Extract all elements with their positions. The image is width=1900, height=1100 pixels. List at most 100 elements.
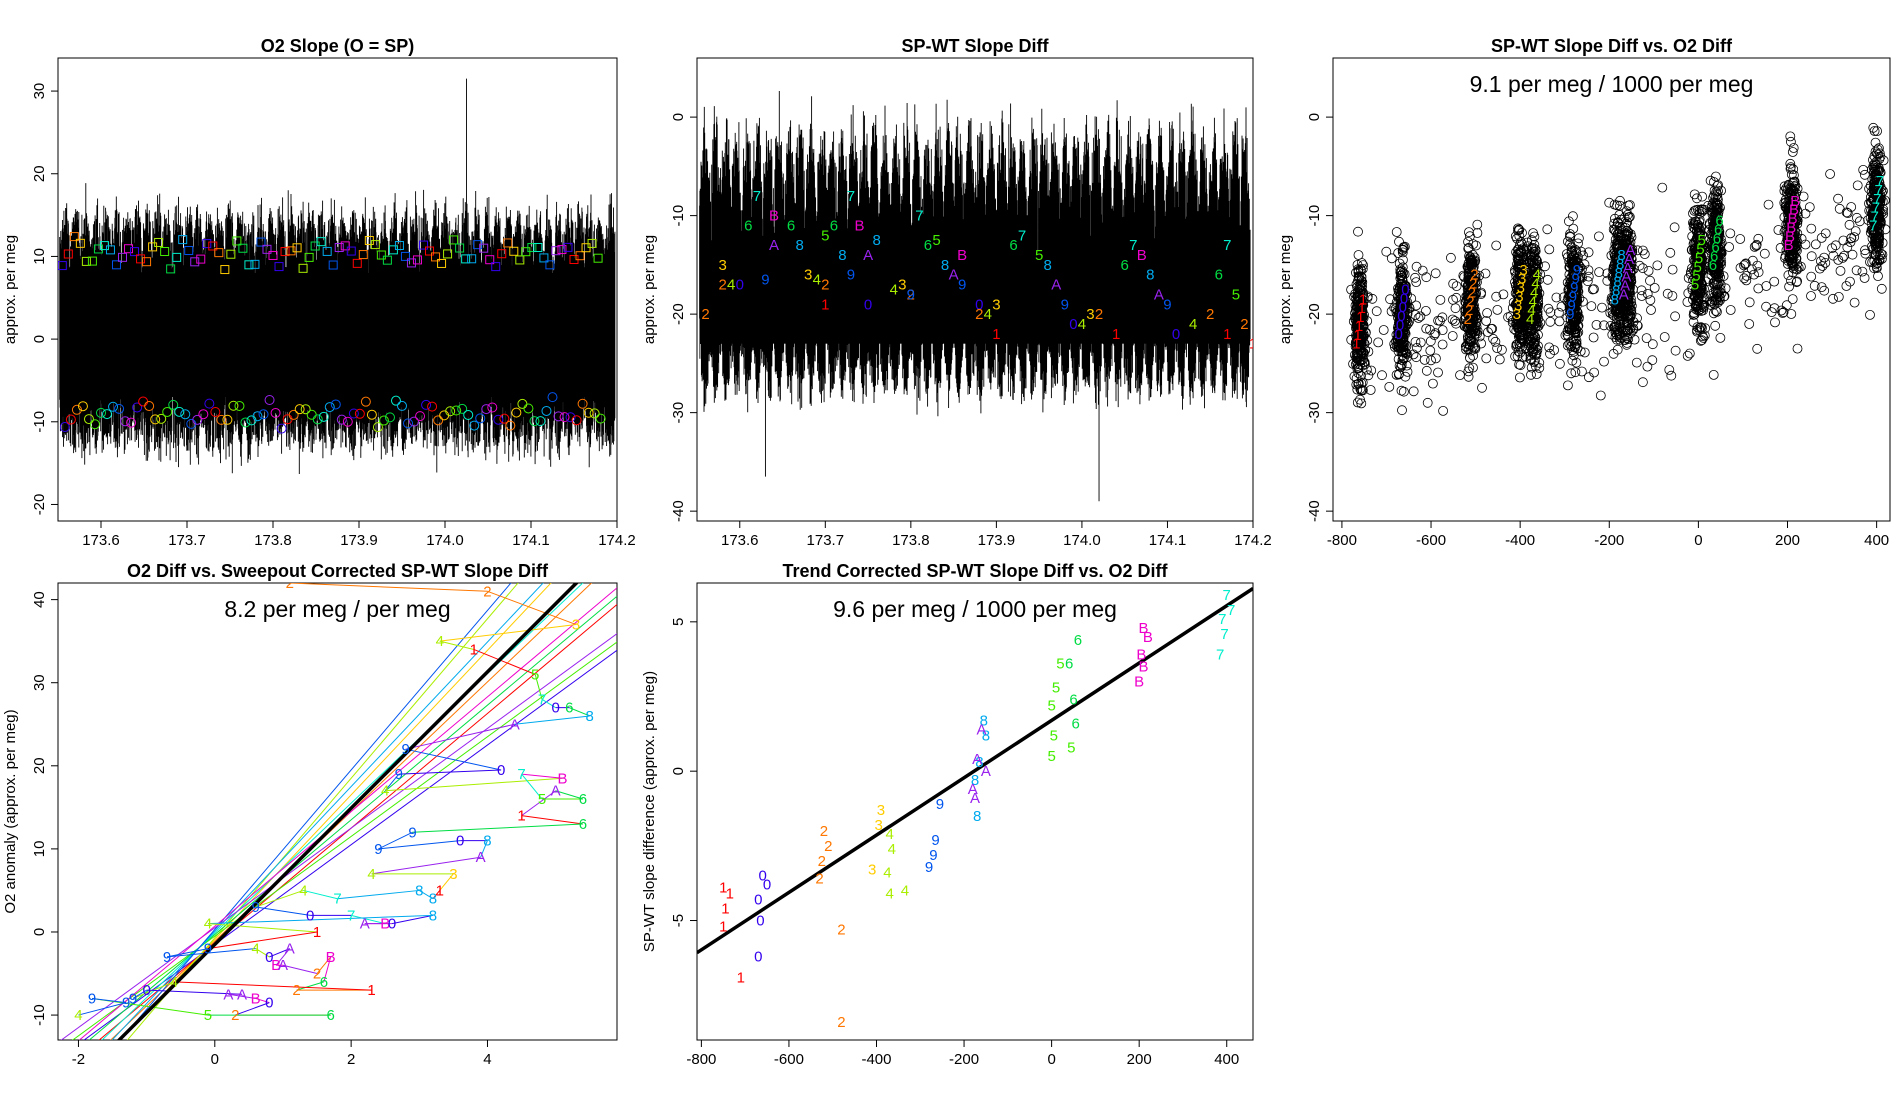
- p4-point-label: 2: [292, 982, 300, 999]
- p5-point-label: 2: [824, 838, 832, 855]
- p4-cycle-line: [126, 583, 519, 1040]
- p2-cycle-label: 3: [804, 267, 812, 284]
- p4-point-label: 8: [429, 907, 437, 924]
- p3-cluster-label: A: [1620, 278, 1630, 295]
- p4-point-label: 8: [429, 891, 437, 908]
- p2-cycle-label: 7: [753, 188, 761, 205]
- p1-circle-marker: [204, 398, 215, 409]
- p1-circle-marker: [222, 414, 233, 425]
- p1-circle-marker: [493, 414, 504, 425]
- p4-xtick-label: 0: [211, 1051, 219, 1068]
- p5-point-label: 5: [1052, 680, 1060, 697]
- p2-cycle-label: 9: [761, 272, 769, 289]
- p4-annotation: 8.2 per meg / per meg: [224, 596, 450, 622]
- p1-square-marker: [81, 256, 91, 266]
- p1-square-marker: [58, 261, 67, 271]
- p3-cluster-label: 5: [1691, 277, 1699, 294]
- p1-circle-marker: [162, 406, 173, 417]
- p1-square-marker: [226, 249, 236, 259]
- p3-cluster-label: 6: [1711, 239, 1719, 256]
- p1-square-marker: [437, 258, 447, 268]
- p1-circle-marker: [553, 411, 564, 422]
- p3-cluster-label: B: [1789, 202, 1799, 219]
- p5-point-label: 0: [754, 892, 762, 909]
- p2-cycle-label: B: [1137, 247, 1147, 264]
- p4-point-label: 8: [483, 833, 491, 850]
- p1-circle-marker: [324, 402, 335, 413]
- p1-square-marker: [551, 246, 561, 256]
- p1-square-marker: [220, 265, 230, 275]
- p2-cycle-label: 6: [744, 217, 752, 234]
- p1-square-marker: [593, 253, 603, 263]
- p4-segment: [521, 773, 563, 779]
- p2-cycle-label: 0: [864, 296, 872, 313]
- p1-xtick-label: 173.7: [168, 532, 206, 549]
- p4-point-label: 5: [531, 666, 539, 683]
- p1-circle-marker: [192, 414, 203, 425]
- p1-square-marker: [334, 242, 344, 252]
- p1-circle-marker: [59, 422, 70, 433]
- p3-cluster-label: 1: [1358, 300, 1366, 317]
- p4-segment: [541, 698, 556, 709]
- p5-point-label: 2: [818, 853, 826, 870]
- p4-segment: [316, 956, 332, 974]
- p1-circle-marker: [228, 400, 239, 411]
- p1-square-marker: [491, 262, 501, 272]
- p1-circle-marker: [114, 403, 125, 414]
- p5-ytick-label: 5: [670, 618, 687, 626]
- p2-ytick-label: -30: [670, 402, 687, 424]
- p4-point-label: 9: [204, 941, 212, 958]
- p3-cluster-label: 9: [1570, 280, 1578, 297]
- p1-square-marker: [118, 252, 127, 262]
- p4-plot-box: [57, 582, 618, 1041]
- p5-point-label: 8: [973, 808, 981, 825]
- p1-square-marker: [232, 236, 242, 246]
- p4-segment: [166, 948, 209, 958]
- p4-point-label: 4: [204, 916, 212, 933]
- p1-circle-marker: [102, 409, 113, 420]
- p2-cycle-label: 6: [830, 217, 838, 234]
- p3-cluster-label: 4: [1530, 284, 1538, 301]
- p3-cluster-label: 8: [1613, 274, 1621, 291]
- p1-circle-marker: [433, 415, 444, 426]
- p4-point-label: 0: [497, 762, 505, 779]
- p1-square-marker: [394, 240, 404, 250]
- p4-segment: [378, 831, 413, 850]
- p5-point-label: 4: [885, 886, 893, 903]
- p5-point-label: 9: [931, 832, 939, 849]
- p2-cycle-label: 0: [1069, 316, 1077, 333]
- p4-point-label: 3: [449, 866, 457, 883]
- p1-circle-marker: [318, 411, 329, 422]
- p5-point-label: A: [981, 763, 991, 780]
- p2-cycle-label: 3: [1086, 306, 1094, 323]
- p5-point-label: A: [977, 721, 987, 738]
- p3-ylabel: approx. per meg: [1277, 235, 1294, 344]
- p1-circle-marker: [258, 409, 269, 420]
- p4-point-label: 9: [252, 899, 260, 916]
- p2-cycle-label: 9: [847, 267, 855, 284]
- p1-ytick-label: 10: [31, 248, 48, 265]
- p3-xtick-label: -200: [1594, 532, 1624, 549]
- p1-circle-marker: [559, 412, 570, 423]
- p4-segment: [337, 889, 420, 900]
- p3-cluster-label: 0: [1396, 317, 1404, 334]
- p1-circle-marker: [270, 407, 281, 418]
- p1-circle-marker: [210, 406, 221, 417]
- p1-circle-marker: [336, 414, 347, 425]
- p4-point-label: 5: [204, 1007, 212, 1024]
- p2-cycle-label: A: [769, 237, 779, 254]
- p2-cycle-label: 2: [907, 286, 915, 303]
- p5-point-label: 5: [1047, 748, 1055, 765]
- p4-segment: [132, 989, 147, 999]
- p4-segment: [473, 649, 536, 675]
- p2-cycle-label: A: [949, 267, 959, 284]
- p5-point-label: 1: [721, 901, 729, 918]
- p1-square-marker: [256, 237, 266, 247]
- p3-cluster-label: 8: [1617, 247, 1625, 264]
- p4-point-label: 7: [538, 691, 546, 708]
- p3-cluster-label: 8: [1612, 282, 1620, 299]
- p5-fit-line: [697, 587, 1253, 955]
- p4-point-label: 0: [142, 982, 150, 999]
- p1-square-marker: [136, 254, 146, 264]
- p2-cycle-label: 1: [1249, 336, 1257, 353]
